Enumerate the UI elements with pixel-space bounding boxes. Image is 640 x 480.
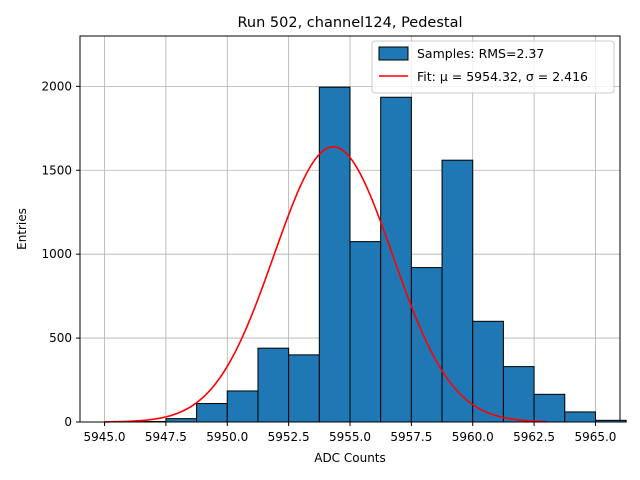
histogram-bar (441, 159, 474, 423)
x-tick-label: 5955.0 (329, 430, 371, 444)
gaussian-fit-curve (104, 145, 547, 423)
x-tick-label: 5965.0 (574, 430, 616, 444)
y-tick-label: 1500 (41, 163, 72, 177)
legend-box (371, 40, 615, 94)
histogram-bar (349, 241, 382, 423)
histogram-bar (410, 267, 443, 423)
plot-area: 5945.0 5947.5 5950.0 5952.5 5955.0 5957.5 5960… (41, 35, 627, 444)
histogram-bars (134, 86, 627, 423)
histogram-bar (502, 366, 535, 423)
x-tick-label: 5952.5 (268, 430, 310, 444)
y-axis-ticks: 0 500 1000 1500 2000 (41, 79, 80, 429)
x-tick-label: 5957.5 (390, 430, 432, 444)
y-tick-label: 1000 (41, 247, 72, 261)
x-axis-label: ADC Counts (314, 451, 386, 465)
x-tick-label: 5950.0 (206, 430, 248, 444)
histogram-bar (288, 354, 320, 423)
histogram-bar (318, 86, 351, 423)
histogram-bar (380, 96, 412, 423)
histogram-bar (165, 418, 198, 423)
y-axis-label: Entries (15, 208, 29, 250)
y-tick-label: 0 (64, 415, 72, 429)
x-tick-label: 5945.0 (84, 430, 126, 444)
legend-samples-swatch (378, 46, 409, 61)
legend: Samples: RMS=2.37 Fit: μ = 5954.32, σ = … (371, 40, 615, 94)
x-axis-ticks: 5945.0 5947.5 5950.0 5952.5 5955.0 5957.5 5960… (84, 422, 616, 444)
legend-fit-label: Fit: μ = 5954.32, σ = 2.416 (417, 69, 588, 84)
histogram-bar (196, 403, 228, 423)
x-tick-label: 5962.5 (513, 430, 555, 444)
histogram-bar (472, 320, 504, 423)
histogram-bar (533, 393, 566, 423)
x-tick-label: 5960.0 (452, 430, 494, 444)
chart-title: Run 502, channel124, Pedestal (237, 15, 462, 31)
histogram-bar (564, 411, 596, 423)
x-tick-label: 5947.5 (145, 430, 187, 444)
histogram-bar (257, 347, 290, 423)
histogram-bar (226, 390, 259, 423)
y-tick-label: 2000 (41, 79, 72, 93)
legend-samples-label: Samples: RMS=2.37 (417, 46, 544, 61)
y-tick-label: 500 (49, 331, 72, 345)
